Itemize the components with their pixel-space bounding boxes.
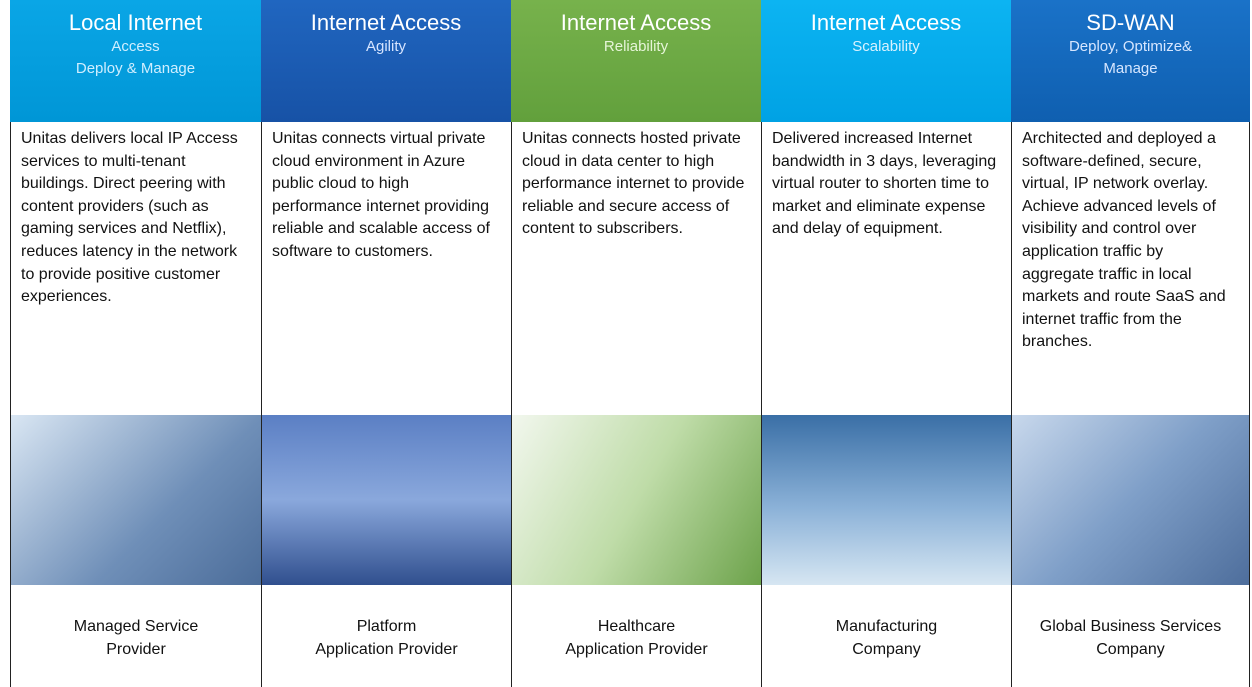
image (1011, 415, 1250, 585)
footer-line: Provider (106, 641, 166, 658)
footer-label: Global Business Services Company (1011, 585, 1250, 687)
image (511, 415, 761, 585)
header-title: Internet Access (560, 10, 712, 35)
column-header: Internet Access Agility (261, 0, 511, 122)
footer-label: Healthcare Application Provider (511, 585, 761, 687)
description: Unitas connects hosted private cloud in … (511, 122, 761, 415)
column-header: Internet Access Reliability (511, 0, 761, 122)
footer-line: Managed Service (73, 618, 199, 635)
header-title: Local Internet (68, 10, 203, 35)
footer-line: Application Provider (565, 641, 708, 658)
header-title: Internet Access (310, 10, 462, 35)
description: Unitas connects virtual private cloud en… (261, 122, 511, 415)
footer-label: Manufacturing Company (761, 585, 1011, 687)
description: Unitas delivers local IP Access services… (10, 122, 261, 415)
header-subtitle: Deploy & Manage (75, 60, 196, 77)
header-title: Internet Access (810, 10, 962, 35)
footer-line: Healthcare (597, 618, 676, 635)
footer-label: Platform Application Provider (261, 585, 511, 687)
description: Delivered increased Internet bandwidth i… (761, 122, 1011, 415)
header-title: SD-WAN (1086, 10, 1175, 35)
image (261, 415, 511, 585)
footer-label: Managed Service Provider (10, 585, 261, 687)
footer-line: Application Provider (315, 641, 458, 658)
header-subtitle: Access (111, 38, 160, 55)
header-subtitle: Deploy, Optimize& (1068, 38, 1193, 55)
column-header: SD-WAN Deploy, Optimize& Manage (1011, 0, 1250, 122)
header-subtitle: Reliability (603, 38, 669, 55)
footer-line: Global Business Services (1039, 618, 1222, 635)
header-subtitle: Scalability (852, 38, 920, 55)
footer-line: Platform (356, 618, 417, 635)
description: Architected and deployed a software-defi… (1011, 122, 1250, 415)
column-header: Local Internet Access Deploy & Manage (10, 0, 261, 122)
image (761, 415, 1011, 585)
image (10, 415, 261, 585)
use-case-table: Local Internet Access Deploy & Manage Unita… (10, 0, 1250, 687)
column-header: Internet Access Scalability (761, 0, 1011, 122)
footer-line: Company (1096, 641, 1165, 658)
footer-line: Manufacturing (835, 618, 938, 635)
footer-line: Company (852, 641, 921, 658)
header-subtitle: Agility (365, 38, 406, 55)
header-subtitle: Manage (1103, 60, 1158, 77)
